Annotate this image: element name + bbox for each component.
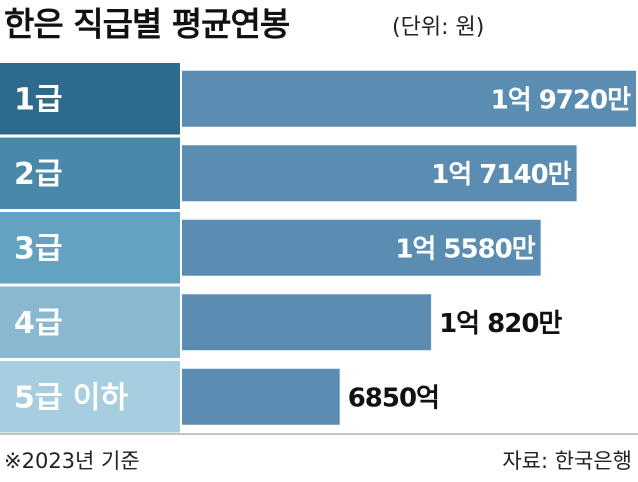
category-box (0, 212, 180, 284)
value-label: 1억 7140만 (431, 160, 571, 190)
category-label: 5급 이하 (14, 380, 129, 415)
bar (182, 145, 577, 202)
note: ※2023년 기준 (4, 449, 140, 473)
source: 자료: 한국은행 (502, 449, 632, 473)
category-label: 4급 (14, 306, 62, 341)
value-label: 1억 9720만 (491, 85, 631, 115)
value-label: 6850억 (348, 383, 439, 413)
value-label: 1억 820만 (439, 309, 562, 339)
chart-title: 한은 직급별 평균연봉 (4, 5, 290, 44)
bar (182, 70, 636, 127)
bar (182, 368, 340, 425)
bar (182, 219, 541, 276)
category-label: 2급 (14, 157, 62, 192)
bar (182, 294, 432, 351)
category-box (0, 286, 180, 358)
category-box (0, 137, 180, 209)
category-label: 1급 (14, 82, 62, 117)
category-label: 3급 (14, 231, 62, 266)
category-box (0, 361, 180, 433)
value-label: 1억 5580만 (395, 234, 535, 264)
category-box (0, 63, 180, 135)
chart-subtitle: (단위: 원) (392, 15, 484, 40)
